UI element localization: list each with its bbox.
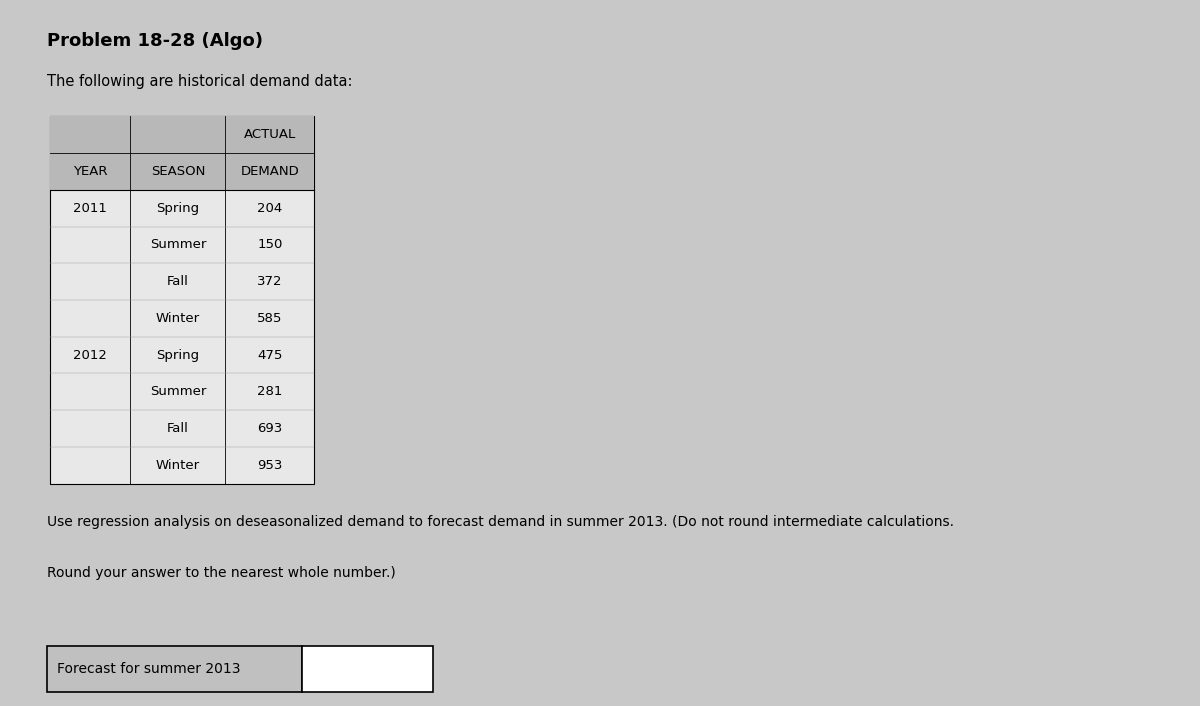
Text: YEAR: YEAR [73, 165, 107, 178]
Text: Winter: Winter [156, 459, 200, 472]
Text: Round your answer to the nearest whole number.): Round your answer to the nearest whole n… [48, 566, 396, 580]
Text: Spring: Spring [156, 202, 199, 215]
Text: Summer: Summer [150, 239, 206, 251]
Text: 475: 475 [257, 349, 282, 361]
Text: 150: 150 [257, 239, 282, 251]
Text: 693: 693 [257, 422, 282, 435]
Text: 953: 953 [257, 459, 282, 472]
Text: 372: 372 [257, 275, 282, 288]
Text: ACTUAL: ACTUAL [244, 128, 296, 141]
Text: Problem 18-28 (Algo): Problem 18-28 (Algo) [48, 32, 264, 49]
Text: Winter: Winter [156, 312, 200, 325]
Bar [302, 646, 433, 692]
Text: The following are historical demand data:: The following are historical demand data… [48, 74, 353, 89]
Text: 204: 204 [257, 202, 282, 215]
Text: Summer: Summer [150, 385, 206, 398]
Text: SEASON: SEASON [151, 165, 205, 178]
Text: Fall: Fall [167, 422, 188, 435]
Text: 281: 281 [257, 385, 282, 398]
Text: Use regression analysis on deseasonalized demand to forecast demand in summer 20: Use regression analysis on deseasonalize… [48, 515, 954, 530]
Text: 2011: 2011 [73, 202, 107, 215]
Bar [48, 646, 302, 692]
Text: 585: 585 [257, 312, 282, 325]
Text: Forecast for summer 2013: Forecast for summer 2013 [56, 662, 240, 676]
Text: Spring: Spring [156, 349, 199, 361]
Text: 2012: 2012 [73, 349, 107, 361]
Text: DEMAND: DEMAND [240, 165, 299, 178]
Text: Fall: Fall [167, 275, 188, 288]
